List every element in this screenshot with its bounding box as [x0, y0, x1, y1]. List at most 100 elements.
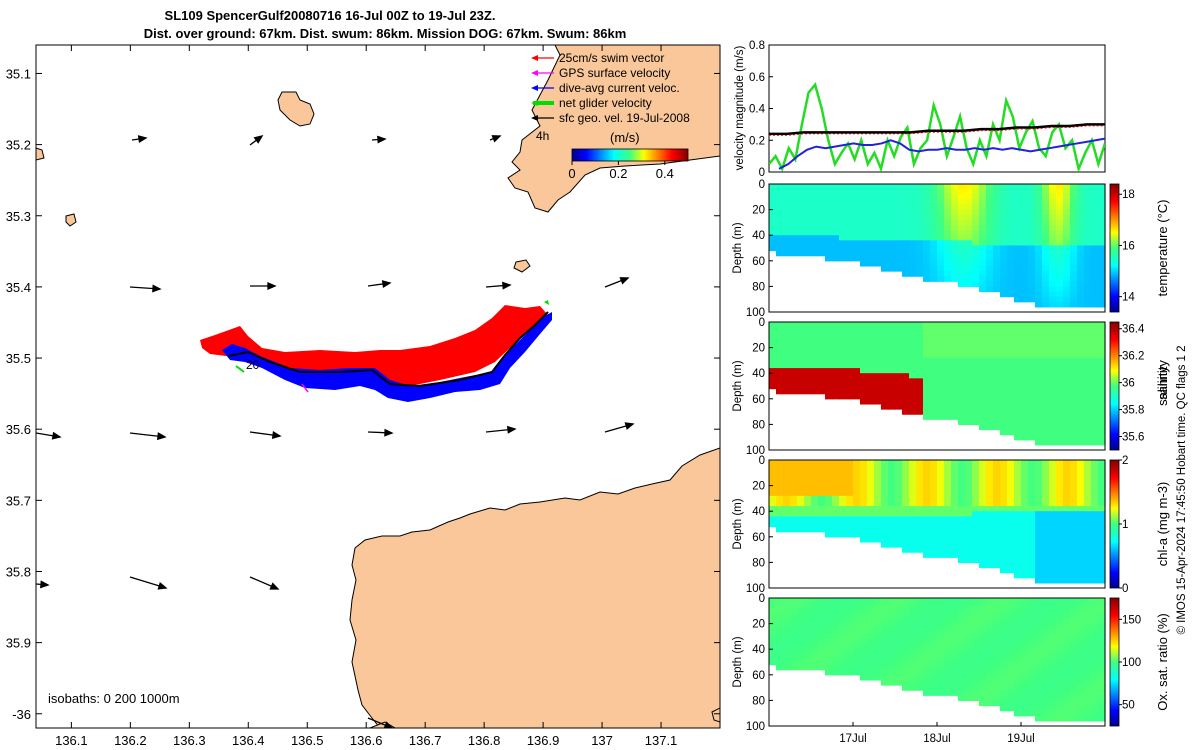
- section-cell: [811, 506, 819, 512]
- section-cell: [923, 654, 931, 661]
- section-cell: [944, 613, 952, 620]
- section-cell: [790, 465, 798, 471]
- section-cell: [1098, 598, 1106, 604]
- section-cell: [993, 383, 1001, 390]
- section-cell: [804, 460, 812, 466]
- section-cell: [923, 240, 931, 247]
- section-cell: [965, 388, 973, 395]
- section-cell: [909, 495, 917, 502]
- section-cell: [1007, 322, 1015, 328]
- section-cell: [1028, 710, 1036, 717]
- section-cell: [839, 654, 847, 661]
- section-cell: [1056, 557, 1064, 563]
- section-cell: [937, 674, 945, 681]
- section-cell: [1063, 679, 1071, 686]
- section-cell: [986, 398, 994, 405]
- section-cell: [888, 465, 896, 471]
- section-cell: [804, 613, 812, 620]
- section-cell: [881, 480, 889, 487]
- section-cell: [923, 383, 931, 390]
- section-cell: [1007, 603, 1015, 609]
- section-cell: [804, 362, 812, 369]
- section-cell: [811, 373, 819, 379]
- section-cell: [1021, 460, 1029, 466]
- depth-tick-label: 80: [752, 281, 765, 293]
- section-cell: [958, 322, 966, 328]
- section-cell: [1077, 475, 1085, 482]
- section-cell: [1035, 235, 1043, 241]
- section-cell: [888, 623, 896, 630]
- section-cell: [979, 368, 987, 374]
- section-cell: [1007, 628, 1015, 635]
- section-cell: [1091, 332, 1099, 338]
- section-cell: [1028, 362, 1036, 369]
- section-cell: [986, 669, 994, 676]
- section-cell: [1070, 654, 1078, 661]
- section-cell: [1091, 429, 1099, 436]
- section-cell: [825, 598, 833, 604]
- section-cell: [1077, 327, 1085, 333]
- time-marker-label: 4h: [536, 129, 549, 143]
- section-cell: [1049, 705, 1057, 712]
- section-cell: [839, 194, 847, 200]
- section-cell: [832, 506, 840, 512]
- section-cell: [1077, 715, 1085, 722]
- section-cell: [986, 219, 994, 226]
- section-cell: [916, 674, 924, 681]
- section-cell: [1021, 608, 1029, 614]
- section-cell: [769, 383, 777, 390]
- section-cell: [888, 521, 896, 528]
- section-cell: [867, 470, 875, 476]
- section-cell: [1098, 690, 1106, 696]
- dive-avg-current-series: [778, 137, 1105, 170]
- section-cell: [1056, 286, 1064, 293]
- section-cell: [930, 685, 938, 691]
- section-cell: [769, 194, 777, 200]
- section-cell: [797, 490, 805, 497]
- section-cell: [1042, 189, 1050, 195]
- section-cell: [888, 649, 896, 655]
- section-cell: [1021, 286, 1029, 293]
- section-cell: [958, 388, 966, 395]
- section-cell: [881, 362, 889, 369]
- section-cell: [1021, 342, 1029, 349]
- section-cell: [818, 347, 826, 354]
- section-cell: [895, 219, 903, 226]
- section-cell: [853, 644, 861, 650]
- section-cell: [951, 199, 959, 206]
- section-cell: [1042, 403, 1050, 410]
- section-cell: [965, 536, 973, 543]
- section-cell: [1098, 470, 1106, 476]
- section-cell: [972, 194, 980, 200]
- section-cell: [846, 659, 854, 666]
- section-cell: [1035, 255, 1043, 262]
- section-cell: [972, 541, 980, 548]
- section-cell: [979, 608, 987, 614]
- section-cell: [1084, 414, 1092, 420]
- section-cell: [1007, 378, 1015, 385]
- section-cell: [993, 250, 1001, 257]
- section-cell: [1000, 250, 1008, 257]
- section-cell: [895, 230, 903, 236]
- section-cell: [1014, 276, 1022, 282]
- section-cell: [944, 654, 952, 661]
- section-cell: [1056, 705, 1064, 712]
- section-cell: [944, 255, 952, 262]
- section-cell: [993, 598, 1001, 604]
- section-cell: [888, 224, 896, 231]
- section-cell: [958, 409, 966, 415]
- section-cell: [951, 608, 959, 614]
- section-cell: [1098, 419, 1106, 425]
- section-cell: [832, 194, 840, 200]
- section-cell: [1077, 424, 1085, 431]
- section-cell: [1084, 337, 1092, 344]
- section-cell: [874, 189, 882, 195]
- section-cell: [783, 490, 791, 497]
- section-cell: [1077, 567, 1085, 574]
- section-cell: [860, 500, 868, 507]
- section-cell: [1028, 547, 1036, 553]
- section-cell: [1098, 572, 1106, 579]
- section-cell: [888, 613, 896, 620]
- land-peninsula-northeast: [507, 45, 720, 213]
- section-cell: [804, 388, 812, 395]
